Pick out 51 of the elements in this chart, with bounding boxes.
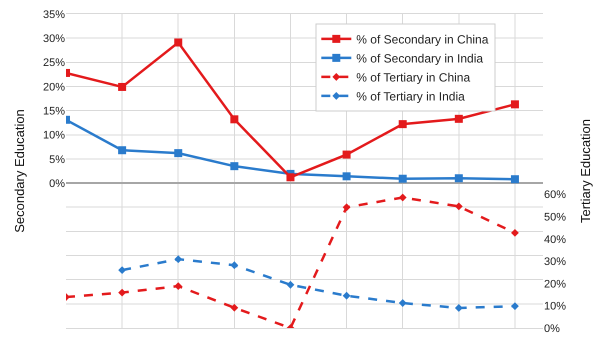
- y2-tick-label: 60%: [544, 189, 566, 202]
- point: [230, 261, 238, 270]
- legend-label: % of Tertiary in India: [356, 90, 466, 104]
- point: [118, 288, 126, 296]
- point: [510, 100, 519, 108]
- y2-tick-label: 20%: [544, 278, 566, 290]
- point: [342, 150, 351, 159]
- point: [454, 304, 463, 312]
- point: [174, 255, 182, 264]
- y2-tick-label: 50%: [544, 212, 566, 224]
- point: [118, 82, 126, 91]
- point: [118, 266, 126, 274]
- y-tick-label: 35%: [42, 8, 66, 21]
- y-tick-label: 20%: [42, 81, 66, 94]
- point: [398, 174, 407, 183]
- legend-label: % of Secondary in China: [356, 32, 489, 47]
- y2-tick-label: 30%: [544, 256, 566, 268]
- point: [511, 229, 519, 237]
- point: [454, 202, 463, 210]
- y-tick-label: 15%: [42, 105, 66, 118]
- point: [398, 120, 407, 128]
- legend-label: % of Tertiary in China: [356, 70, 470, 85]
- point: [398, 299, 407, 307]
- point: [342, 172, 351, 180]
- y-tick-label: 25%: [42, 57, 66, 70]
- point: [286, 280, 294, 289]
- y-tick-label: 5%: [49, 154, 66, 166]
- y-tick-label: 0%: [49, 178, 66, 190]
- point: [342, 292, 350, 300]
- point: [398, 194, 407, 202]
- point: [511, 302, 519, 310]
- y-axis-title: Secondary Education: [12, 109, 27, 233]
- y2-tick-label: 0%: [544, 322, 560, 335]
- y2-axis-title: Tertiary Education: [578, 118, 593, 224]
- y-tick-label: 10%: [42, 130, 66, 142]
- point: [174, 282, 182, 290]
- legend-label: % of Secondary in India: [356, 52, 484, 66]
- y2-tick-label: 10%: [544, 300, 566, 313]
- point: [174, 38, 182, 46]
- y2-tick-label: 40%: [544, 234, 566, 246]
- y-tick-label: 30%: [42, 33, 66, 45]
- point: [286, 173, 294, 182]
- point: [342, 203, 350, 212]
- point: [454, 114, 463, 123]
- point: [174, 149, 182, 158]
- point: [454, 174, 463, 182]
- point: [510, 175, 519, 184]
- point: [230, 162, 238, 170]
- point: [230, 115, 238, 124]
- point: [230, 304, 238, 312]
- point: [118, 146, 126, 154]
